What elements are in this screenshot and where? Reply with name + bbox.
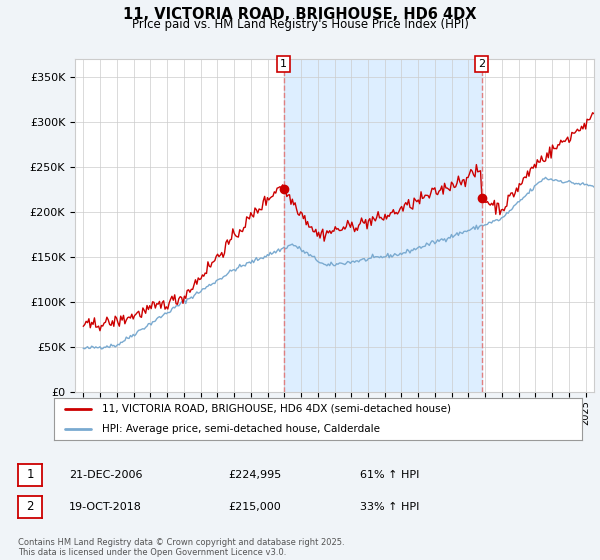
Text: 1: 1: [280, 59, 287, 69]
Text: 19-OCT-2018: 19-OCT-2018: [69, 502, 142, 512]
Text: £215,000: £215,000: [228, 502, 281, 512]
Text: 2: 2: [26, 500, 34, 514]
Text: 1: 1: [26, 468, 34, 482]
Text: Price paid vs. HM Land Registry's House Price Index (HPI): Price paid vs. HM Land Registry's House …: [131, 18, 469, 31]
Text: 61% ↑ HPI: 61% ↑ HPI: [360, 470, 419, 480]
Text: Contains HM Land Registry data © Crown copyright and database right 2025.
This d: Contains HM Land Registry data © Crown c…: [18, 538, 344, 557]
Text: 2: 2: [478, 59, 485, 69]
Text: 11, VICTORIA ROAD, BRIGHOUSE, HD6 4DX (semi-detached house): 11, VICTORIA ROAD, BRIGHOUSE, HD6 4DX (s…: [101, 404, 451, 414]
Text: £224,995: £224,995: [228, 470, 281, 480]
Bar: [284, 59, 482, 392]
Text: 21-DEC-2006: 21-DEC-2006: [69, 470, 143, 480]
Text: HPI: Average price, semi-detached house, Calderdale: HPI: Average price, semi-detached house,…: [101, 424, 380, 434]
Text: 11, VICTORIA ROAD, BRIGHOUSE, HD6 4DX: 11, VICTORIA ROAD, BRIGHOUSE, HD6 4DX: [123, 7, 477, 22]
Text: 33% ↑ HPI: 33% ↑ HPI: [360, 502, 419, 512]
